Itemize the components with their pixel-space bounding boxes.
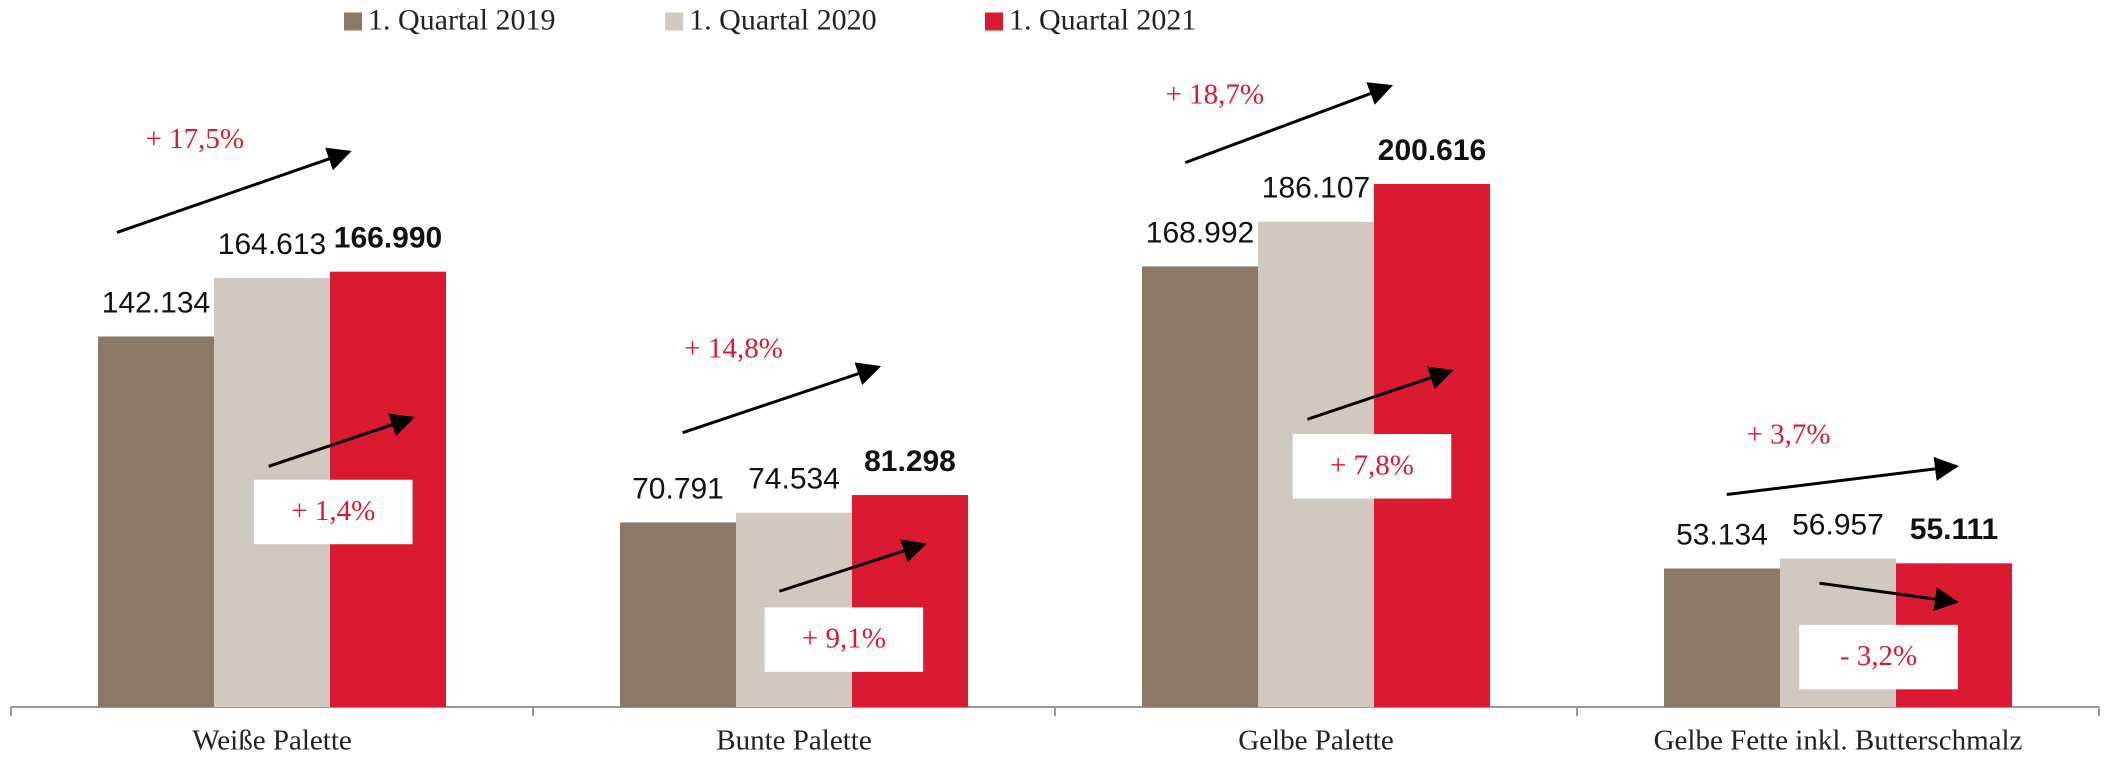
bar xyxy=(620,522,736,707)
annotation-box xyxy=(1292,434,1452,499)
x-tick-label: Weiße Palette xyxy=(192,725,352,757)
trend-arrow xyxy=(778,539,927,593)
trend-arrow xyxy=(1819,581,1959,611)
legend-swatch xyxy=(984,12,1003,31)
x-tick-label: Gelbe Fette inkl. Butterschmalz xyxy=(1654,725,2023,757)
bar xyxy=(1142,266,1258,707)
annotation: + 3,7% xyxy=(1747,418,1831,450)
trend-arrow xyxy=(1306,366,1454,421)
annotation: + 18,7% xyxy=(1165,78,1264,110)
annotation-box xyxy=(1799,624,1958,690)
legend-label: 1. Quartal 2021 xyxy=(1009,3,1196,36)
value-label: 200.616 xyxy=(1378,134,1486,167)
legend-swatch xyxy=(665,12,684,31)
annotation-box xyxy=(253,479,413,545)
trend-arrow xyxy=(682,362,882,435)
value-label: 70.791 xyxy=(632,472,724,505)
annotation-box xyxy=(764,607,924,672)
value-label: 164.613 xyxy=(218,228,326,261)
annotation: + 17,5% xyxy=(146,123,245,155)
annotation: + 1,4% xyxy=(291,495,375,527)
value-label: 186.107 xyxy=(1262,172,1370,205)
legend-label: 1. Quartal 2020 xyxy=(689,3,876,36)
value-label: 142.134 xyxy=(102,286,210,319)
value-label: 56.957 xyxy=(1792,508,1884,541)
x-tick-label: Gelbe Palette xyxy=(1238,725,1393,757)
annotation: + 14,8% xyxy=(684,332,783,364)
bar xyxy=(852,495,968,707)
bar xyxy=(98,336,214,707)
annotation: - 3,2% xyxy=(1840,640,1917,672)
trend-arrow xyxy=(268,413,415,468)
value-label: 74.534 xyxy=(748,463,840,496)
trend-arrow xyxy=(1726,457,1959,496)
x-tick-label: Bunte Palette xyxy=(716,725,871,757)
annotation: + 9,1% xyxy=(802,623,886,655)
annotation: + 7,8% xyxy=(1330,449,1414,481)
value-label: 168.992 xyxy=(1146,216,1254,249)
value-label: 81.298 xyxy=(864,445,956,478)
trend-arrow xyxy=(116,147,352,234)
value-label: 55.111 xyxy=(1910,513,1998,546)
legend-label: 1. Quartal 2019 xyxy=(368,3,555,36)
bar xyxy=(1664,568,1780,707)
value-label: 53.134 xyxy=(1676,518,1768,551)
trend-arrow xyxy=(1184,82,1394,164)
legend-swatch xyxy=(344,12,362,31)
value-label: 166.990 xyxy=(334,222,442,255)
